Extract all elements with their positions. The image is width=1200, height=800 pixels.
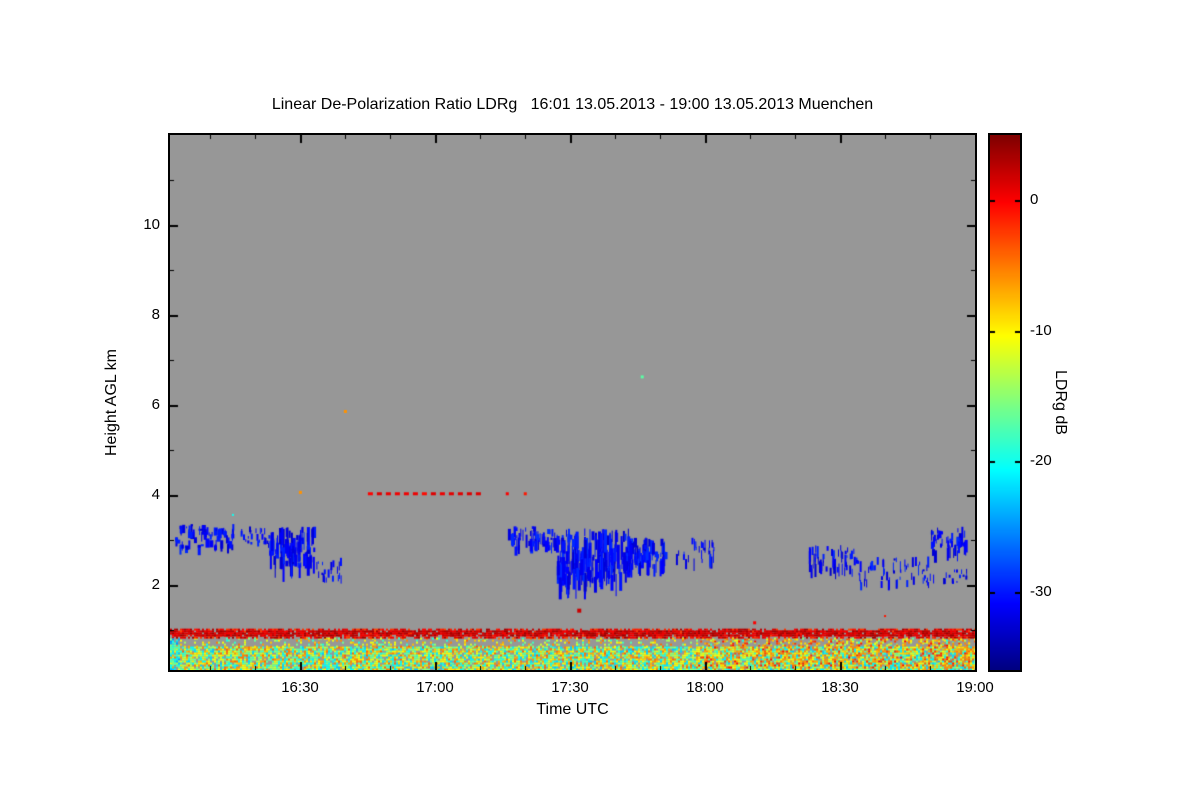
chart-title: Linear De-Polarization Ratio LDRg 16:01 …: [271, 96, 874, 113]
x-axis-label: Time UTC: [536, 701, 609, 718]
colorbar-tick-m10: -10: [1030, 322, 1052, 339]
x-tick-label-1830: 18:30: [821, 679, 859, 696]
x-tick-label-1700: 17:00: [416, 679, 454, 696]
colorbar-label: LDRg dB: [1052, 370, 1069, 435]
heatmap-canvas: [170, 135, 975, 670]
plot-area: [168, 133, 977, 672]
colorbar-canvas: [990, 135, 1020, 670]
colorbar-tick-m30: -30: [1030, 583, 1052, 600]
y-tick-label-2: 2: [151, 576, 160, 593]
colorbar: [988, 133, 1022, 672]
colorbar-tick-0: 0: [1030, 191, 1039, 208]
x-tick-label-1630: 16:30: [281, 679, 319, 696]
colorbar-label-wrap: LDRg dB: [1048, 135, 1072, 670]
y-tick-label-8: 8: [151, 306, 160, 323]
x-tick-label-1730: 17:30: [551, 679, 589, 696]
y-tick-label-6: 6: [151, 396, 160, 413]
y-tick-label-4: 4: [151, 486, 160, 503]
colorbar-tick-m20: -20: [1030, 452, 1052, 469]
y-tick-label-10: 10: [143, 216, 160, 233]
x-tick-label-1900: 19:00: [956, 679, 994, 696]
x-tick-label-1800: 18:00: [686, 679, 724, 696]
